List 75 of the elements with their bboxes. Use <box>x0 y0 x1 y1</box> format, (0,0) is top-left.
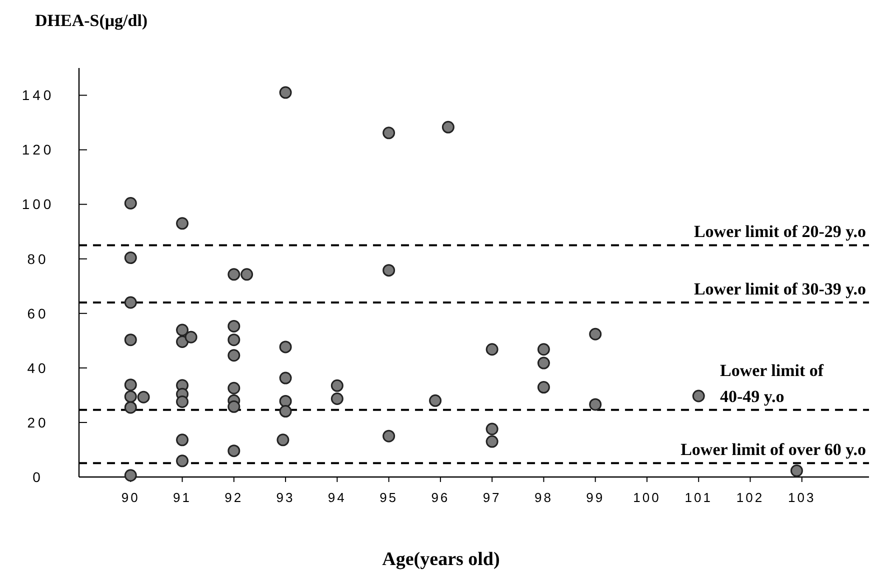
x-tick-label: 91 <box>173 490 192 505</box>
point <box>382 264 396 277</box>
point <box>589 328 602 340</box>
x-tick-label: 96 <box>431 490 450 505</box>
x-tick-label: 94 <box>328 490 346 505</box>
point <box>176 217 189 230</box>
point <box>228 400 240 413</box>
x-tick-label: 103 <box>788 490 816 505</box>
point <box>228 268 240 281</box>
point <box>486 343 498 356</box>
x-axis-title: Age(years old) <box>382 549 500 570</box>
ref-line-label: Lower limit of 20-29 y.o <box>694 222 866 242</box>
ref-line-label: Lower limit of 40-49 y.o <box>720 360 824 406</box>
point <box>279 394 292 408</box>
point <box>442 120 454 134</box>
y-tick-label: 120 <box>22 142 54 158</box>
point <box>382 126 396 140</box>
point <box>228 382 240 394</box>
point <box>137 390 150 404</box>
point <box>228 334 240 346</box>
point <box>176 324 189 336</box>
point <box>537 343 550 356</box>
x-tick-label: 99 <box>586 490 605 505</box>
point <box>176 395 189 408</box>
y-tick-label: 80 <box>27 250 49 267</box>
ref-line-label: Lower limit of 30-39 y.o <box>694 279 866 298</box>
x-tick-label: 92 <box>224 490 244 505</box>
point <box>429 394 442 407</box>
x-tick-label: 93 <box>276 490 295 505</box>
point <box>279 86 292 99</box>
y-tick-label: 20 <box>27 414 49 430</box>
point <box>279 405 292 418</box>
point <box>176 454 189 468</box>
y-axis-title: DHEA-S(μg/dl) <box>35 11 148 30</box>
point <box>124 401 137 414</box>
y-tick-label: 100 <box>22 196 54 212</box>
point <box>124 334 137 346</box>
point <box>124 196 137 210</box>
point <box>279 372 292 384</box>
point <box>589 398 602 411</box>
y-tick-label: 0 <box>32 468 44 485</box>
point <box>790 464 803 477</box>
point <box>692 390 705 402</box>
point <box>279 340 292 354</box>
point <box>537 356 550 370</box>
x-tick-label: 102 <box>736 490 764 505</box>
point <box>240 268 254 281</box>
x-tick-label: 90 <box>121 490 140 505</box>
ref-line-label: Lower limit of over 60 y.o <box>680 440 866 460</box>
point <box>176 336 189 348</box>
point <box>228 349 240 362</box>
point <box>330 392 344 405</box>
point <box>537 381 550 394</box>
point <box>228 320 240 332</box>
point <box>382 430 396 442</box>
point <box>124 390 137 403</box>
point <box>184 330 198 344</box>
point <box>330 379 344 392</box>
point <box>228 444 240 458</box>
point <box>124 378 137 392</box>
x-tick-label: 98 <box>534 490 553 505</box>
x-tick-label: 101 <box>684 490 712 505</box>
point <box>486 422 498 436</box>
x-tick-label: 97 <box>482 490 502 505</box>
y-tick-label: 60 <box>27 305 49 322</box>
point <box>176 434 189 446</box>
point <box>124 469 137 482</box>
point <box>486 435 498 448</box>
point <box>124 296 137 309</box>
y-tick-label: 40 <box>27 360 49 376</box>
x-tick-label: 100 <box>633 490 661 505</box>
point <box>276 434 290 446</box>
point <box>124 252 137 264</box>
x-tick-label: 95 <box>380 490 398 505</box>
y-tick-label: 140 <box>22 87 54 104</box>
